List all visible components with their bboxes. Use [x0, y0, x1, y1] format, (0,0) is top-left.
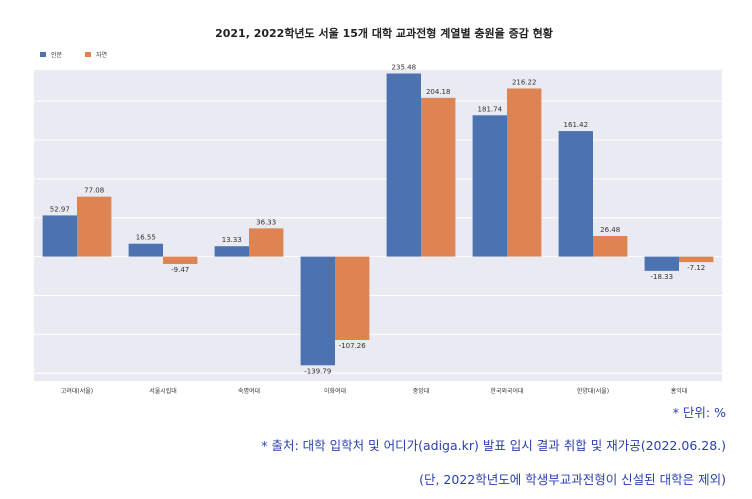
bar	[386, 73, 421, 257]
bars	[42, 73, 714, 366]
chart-title: 2021, 2022학년도 서울 15개 대학 교과전형 계열별 충원율 증감 …	[215, 26, 553, 40]
bar	[644, 256, 679, 271]
data-label: 77.08	[84, 187, 104, 195]
legend-swatch	[40, 52, 46, 57]
bar	[421, 97, 456, 257]
data-label: 26.48	[600, 226, 620, 234]
plot-area	[34, 70, 722, 381]
bar	[335, 256, 370, 340]
source-note: * 출처: 대학 입학처 및 어디가(adiga.kr) 발표 입시 결과 취합…	[261, 438, 726, 453]
bar	[214, 246, 249, 257]
legend-label: 인문	[51, 52, 63, 59]
data-label: 52.97	[50, 205, 70, 213]
data-label: 216.22	[512, 78, 537, 86]
x-tick-label: 이화여대	[324, 387, 346, 395]
data-label: 181.74	[478, 105, 503, 113]
data-label: 161.42	[564, 121, 589, 129]
x-tick-label: 숙명여대	[238, 387, 260, 395]
data-label: 235.48	[392, 64, 417, 72]
exception-note: (단, 2022학년도에 학생부교과전형이 신설된 대학은 제외)	[419, 472, 726, 487]
bar	[558, 131, 593, 257]
data-label: -107.26	[339, 342, 367, 350]
bar	[507, 88, 542, 257]
data-label: -139.79	[304, 367, 331, 375]
bar	[300, 256, 335, 366]
data-label: 16.55	[136, 234, 156, 242]
bar	[128, 243, 163, 257]
data-label: 36.33	[256, 218, 276, 226]
data-label: -18.33	[651, 273, 674, 281]
data-label: 13.33	[222, 236, 242, 244]
bar	[593, 236, 628, 257]
x-tick-label: 한국외국어대	[490, 387, 523, 395]
legend-swatch	[85, 52, 91, 57]
x-tick-label: 홍익대	[671, 387, 688, 395]
bar	[472, 115, 507, 257]
legend: 인문 자연	[40, 51, 107, 59]
bar	[77, 196, 112, 257]
x-tick-label: 고려대(서울)	[61, 387, 93, 395]
legend-label: 자연	[96, 51, 107, 59]
data-labels: 52.97 77.08 16.55 -9.47 13.33 36.33 -139.79 -10…	[50, 64, 705, 376]
x-tick-label: 중앙대	[413, 387, 430, 395]
data-label: -9.47	[171, 266, 189, 274]
unit-note: * 단위: %	[672, 405, 726, 420]
bar	[249, 228, 284, 257]
bar	[42, 215, 77, 257]
x-tick-label: 서울시립대	[149, 387, 177, 395]
bar	[163, 256, 198, 264]
x-axis-tick-labels: 고려대(서울) 서울시립대 숙명여대 이화여대 중앙대 한국외국어대 한양대(서울) 홍익대	[61, 387, 687, 395]
data-label: -7.12	[687, 264, 705, 272]
x-tick-label: 한양대(서울)	[577, 387, 609, 395]
bar	[679, 256, 714, 263]
data-label: 204.18	[426, 88, 451, 96]
